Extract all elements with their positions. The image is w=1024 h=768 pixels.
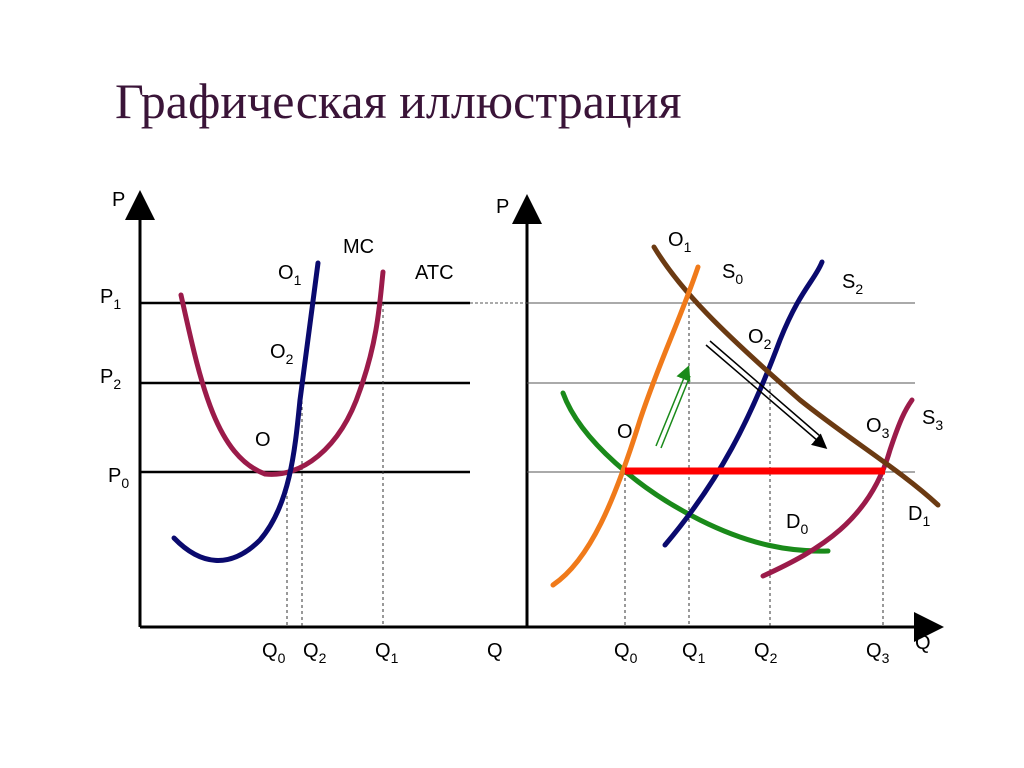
d0-curve [560,390,831,554]
label-subscript: 0 [121,475,129,491]
label: Q0 [262,640,286,666]
dashed-guides [286,303,884,627]
atc-curve [178,269,386,477]
label-subscript: 1 [294,272,302,288]
label-text: P [100,366,113,388]
label-text: S [922,407,935,429]
label-text: P [108,465,121,487]
label-text: ATC [415,262,454,284]
label-text: Q [754,640,770,662]
axes [125,190,944,642]
label: S3 [922,407,943,433]
label: ATC [415,262,454,284]
label: Q1 [375,640,399,666]
label: Q1 [682,640,706,666]
label-subscript: 2 [113,376,121,392]
label: Q2 [303,640,327,666]
label-text: Q [614,640,630,662]
label-text: Q [375,640,391,662]
label-subscript: 2 [286,351,294,367]
label-text: O [866,415,882,437]
label-subscript: 3 [935,417,943,433]
label-subscript: 0 [630,650,638,666]
label-subscript: 0 [735,271,743,287]
label: P [496,196,509,218]
label-subscript: 1 [684,239,692,255]
s3-curve [760,397,915,579]
label: P [112,189,125,211]
label-text: Q [682,640,698,662]
d1-curve [651,244,941,508]
label: P0 [108,465,129,491]
label-text: O [617,421,633,443]
label-subscript: 1 [391,650,399,666]
label: MC [343,236,374,258]
label-text: S [722,261,735,283]
label-text: Q [303,640,319,662]
label-text: O [270,341,286,363]
label: D1 [908,503,930,529]
label-text: O [278,262,294,284]
label: Q3 [866,640,890,666]
label-subscript: 2 [319,650,327,666]
title: Графическая иллюстрация [115,73,681,129]
label-text: P [100,286,113,308]
label: S0 [722,261,743,287]
s0-curve [550,264,701,588]
label: Q2 [754,640,778,666]
label: Q [915,632,931,654]
label: P2 [100,366,121,392]
label-text: S [842,271,855,293]
label: O [617,421,633,443]
label: S2 [842,271,863,297]
label-subscript: 0 [800,521,808,537]
label: P1 [100,286,121,312]
label: O1 [278,262,302,288]
label-text: D [908,503,922,525]
label: O2 [748,326,772,352]
label-subscript: 1 [113,296,121,312]
label-text: P [496,196,509,218]
label-text: Q [866,640,882,662]
mc-curve [171,260,321,563]
label-subscript: 1 [698,650,706,666]
label: O2 [270,341,294,367]
label-subscript: 3 [882,650,890,666]
label: O1 [668,229,692,255]
label-text: Q [915,632,931,654]
label: O3 [866,415,890,441]
label-subscript: 1 [922,513,930,529]
label-text: P [112,189,125,211]
label: D0 [786,511,808,537]
label-text: D [786,511,800,533]
label: Q0 [614,640,638,666]
label-subscript: 2 [770,650,778,666]
label-subscript: 2 [855,281,863,297]
label-text: Q [262,640,278,662]
label: Q [487,640,503,662]
label-subscript: 2 [764,336,772,352]
shift-arrows [655,340,828,449]
label-text: O [748,326,764,348]
label-subscript: 3 [882,425,890,441]
label-text: Q [487,640,503,662]
label-subscript: 0 [278,650,286,666]
label-text: O [255,429,271,451]
label-text: O [668,229,684,251]
label-text: MC [343,236,374,258]
label: O [255,429,271,451]
